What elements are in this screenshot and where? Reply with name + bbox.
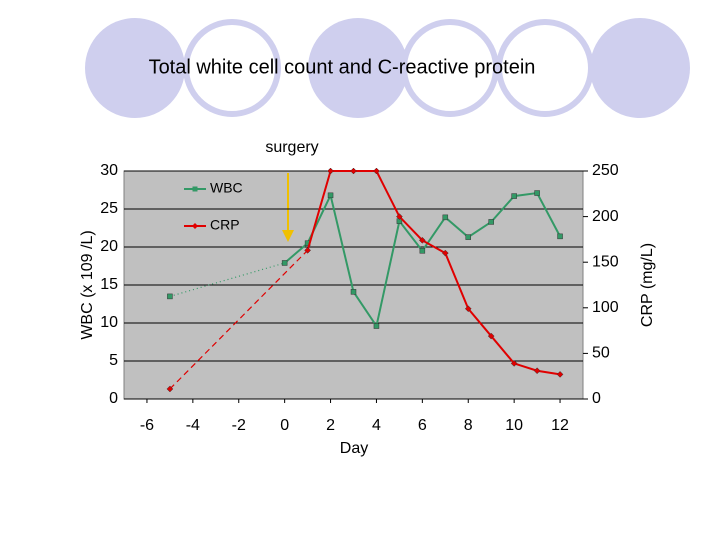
x-tick-label: 10 <box>505 417 523 434</box>
point <box>166 385 174 393</box>
y2-axis-label: CRP (mg/L) <box>639 243 656 327</box>
point <box>556 371 564 378</box>
point <box>534 190 540 196</box>
point <box>396 213 403 220</box>
x-tick-label: 4 <box>372 417 381 434</box>
point <box>167 293 173 300</box>
y-tick-label: 30 <box>100 162 118 179</box>
point <box>419 248 426 254</box>
y-tick-label: 25 <box>100 200 118 217</box>
point <box>350 289 357 295</box>
annotation: surgery <box>265 139 318 156</box>
series-line <box>169 249 309 390</box>
y2-tick-label: 150 <box>592 253 619 270</box>
y-tick-label: 15 <box>100 276 118 293</box>
legend-marker <box>192 223 198 229</box>
point <box>533 367 541 375</box>
point <box>327 192 334 199</box>
point <box>373 167 380 175</box>
y2-tick-label: 0 <box>592 390 601 407</box>
y2-tick-label: 50 <box>592 345 610 362</box>
point <box>418 236 426 244</box>
x-tick-label: -2 <box>232 417 246 434</box>
legend-marker <box>192 186 198 192</box>
y2-tick-label: 200 <box>592 208 619 225</box>
point <box>350 167 357 175</box>
x-tick-label: 12 <box>551 417 569 434</box>
y-axis-label: WBC (x 109 /L) <box>79 230 96 339</box>
point <box>487 332 495 340</box>
point <box>465 234 471 240</box>
decoration <box>85 18 690 118</box>
y2-tick-label: 100 <box>592 299 619 316</box>
point <box>488 219 494 225</box>
y-tick-label: 10 <box>100 314 118 331</box>
point <box>442 214 449 221</box>
point <box>557 233 563 240</box>
y-tick-label: 20 <box>100 238 118 255</box>
point <box>373 323 380 329</box>
point <box>510 360 518 367</box>
x-tick-label: 2 <box>326 417 335 434</box>
x-tick-label: -4 <box>186 417 200 434</box>
legend-label: CRP <box>210 217 240 233</box>
y-tick-label: 5 <box>109 352 118 369</box>
x-tick-label: 6 <box>418 417 427 434</box>
point <box>464 305 472 313</box>
series-line <box>306 170 561 376</box>
point <box>327 167 334 175</box>
x-tick-label: 8 <box>464 417 473 434</box>
y2-tick-label: 250 <box>592 162 619 179</box>
point <box>511 193 517 199</box>
x-tick-label: 0 <box>280 417 289 434</box>
legend-label: WBC <box>210 180 243 196</box>
x-tick-label: -6 <box>140 417 154 434</box>
point <box>304 246 311 254</box>
y-tick-label: 0 <box>109 390 118 407</box>
annotation-arrow-head <box>282 230 294 242</box>
point <box>281 260 288 266</box>
point <box>441 249 449 257</box>
x-axis-label: Day <box>340 440 368 457</box>
chart-title: Total white cell count and C-reactive pr… <box>149 56 536 78</box>
